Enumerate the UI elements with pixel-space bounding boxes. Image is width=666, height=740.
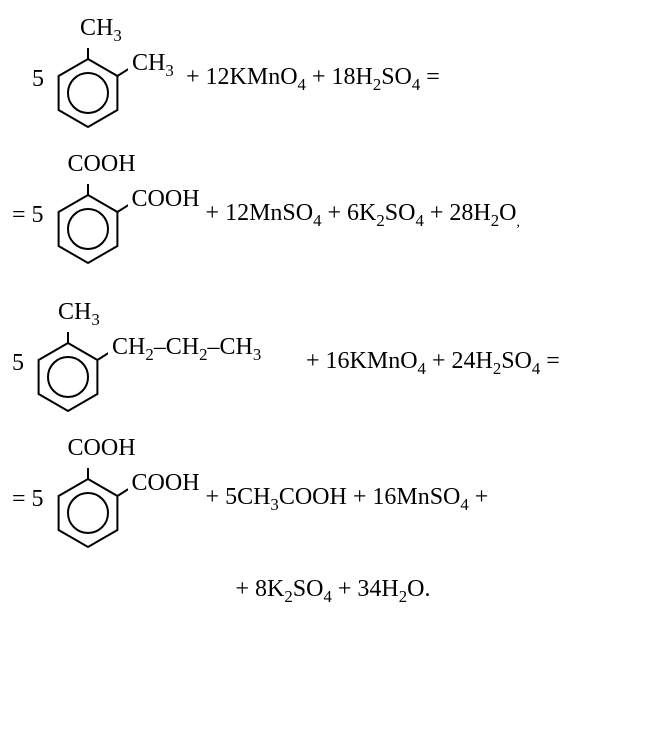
reagents-3: + 16KMnO4 + 24H2SO4 = [306,348,560,379]
phthalic-acid-structure-2: COOH COOH [48,468,128,558]
equation-3: 5 CH3 CH2–CH2–CH3 + 16KMnO4 + 24H2SO4 = [12,304,654,422]
equation-5-continuation: + 8K2SO4 + 34H2O. [12,576,654,607]
equation-4: = 5 COOH COOH + 5CH3COOH + 16MnSO4 + [12,440,654,558]
lead-eq4: = 5 [12,486,44,513]
o-xylene-structure: CH3 CH3 [48,48,128,138]
equation-2: = 5 COOH COOH + 12MnSO4 + 6K2SO4 + 28H2O… [12,156,654,274]
methyl-propyl-benzene-structure: CH3 CH2–CH2–CH3 [28,332,108,422]
substituent-cooh-top: COOH [68,151,136,178]
substituent-cooh-right-2: COOH [132,470,200,497]
substituent-cooh-right: COOH [132,186,200,213]
products-5: + 8K2SO4 + 34H2O. [236,576,431,602]
substituent-ch3-top-3: CH3 [58,299,100,330]
benzene-ring-icon [48,468,128,558]
substituent-cooh-top-2: COOH [68,435,136,462]
equation-1: 5 CH3 CH3 + 12KMnO4 + 18H2SO4 = [12,20,654,138]
products-4: + 5CH3COOH + 16MnSO4 + [206,484,489,515]
substituent-propyl-chain: CH2–CH2–CH3 [112,334,261,365]
benzene-ring-icon [48,48,128,138]
benzene-ring-icon [48,184,128,274]
coefficient-3: 5 [12,350,24,377]
benzene-ring-icon [28,332,108,422]
substituent-ch3-right: CH3 [132,50,174,81]
reagents-1: + 12KMnO4 + 18H2SO4 = [186,64,440,95]
products-1: + 12MnSO4 + 6K2SO4 + 28H2O, [206,200,520,231]
phthalic-acid-structure: COOH COOH [48,184,128,274]
substituent-ch3-top: CH3 [80,15,122,46]
coefficient: 5 [32,66,44,93]
lead-eq2: = 5 [12,202,44,229]
